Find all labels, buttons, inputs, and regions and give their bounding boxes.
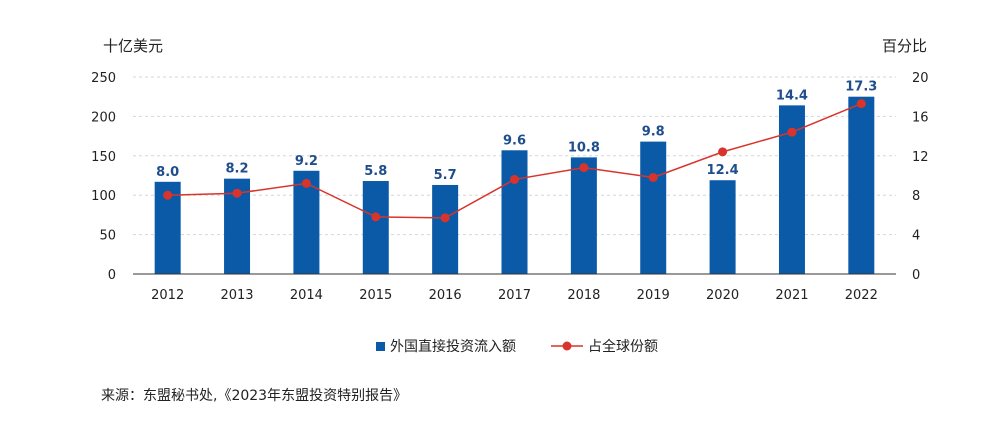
x-tick-2016: 2016: [429, 288, 462, 303]
right-tick-label: 12: [912, 150, 929, 165]
bar-label-2017: 9.6: [503, 133, 526, 148]
bar-2019: [640, 141, 667, 274]
share-point-2019: [648, 172, 658, 182]
x-tick-2012: 2012: [151, 288, 184, 303]
x-tick-2014: 2014: [290, 288, 323, 303]
left-y-ticks: 0 50 100 150 200 250: [91, 71, 116, 283]
bar-labels: 8.0 8.2 9.2 5.8 5.7 9.6 10.8 9.8 12.4 14.4 17.3: [156, 80, 877, 183]
source-note: 来源：东盟秘书处,《2023年东盟投资特别报告》: [101, 388, 408, 404]
x-tick-2022: 2022: [845, 288, 878, 303]
gridlines: [133, 76, 896, 236]
left-tick-label: 150: [91, 150, 116, 165]
left-axis-title: 十亿美元: [103, 37, 163, 55]
legend: 外国直接投资流入额 占全球份额: [376, 338, 658, 355]
left-tick-label: 250: [91, 71, 116, 86]
x-tick-2013: 2013: [220, 288, 253, 303]
x-tick-2019: 2019: [637, 288, 670, 303]
right-tick-label: 20: [912, 71, 929, 86]
left-tick-label: 0: [108, 268, 116, 283]
bar-label-2021: 14.4: [776, 88, 808, 103]
x-tick-2015: 2015: [359, 288, 392, 303]
legend-line-marker: [562, 341, 572, 351]
legend-bar-label: 外国直接投资流入额: [390, 338, 516, 355]
right-tick-label: 4: [912, 229, 920, 244]
bar-label-2012: 8.0: [156, 165, 179, 180]
x-ticks: 2012 2013 2014 2015 2016 2017 2018 2019 2020 2021…: [151, 288, 878, 303]
share-point-2015: [371, 212, 381, 222]
bar-label-2022: 17.3: [845, 80, 877, 95]
left-tick-label: 100: [91, 189, 116, 204]
bar-label-2015: 5.8: [364, 164, 387, 179]
right-tick-label: 16: [912, 110, 929, 125]
bar-2018: [570, 157, 597, 274]
legend-bar-swatch: [376, 342, 385, 351]
share-line-group: [163, 99, 866, 223]
share-point-2014: [301, 178, 311, 188]
right-y-ticks: 0 4 8 12 16 20: [912, 71, 929, 283]
bar-label-2013: 8.2: [226, 162, 249, 177]
legend-line-label: 占全球份额: [588, 338, 658, 355]
bar-label-2020: 12.4: [707, 163, 739, 178]
share-point-2017: [510, 174, 519, 184]
share-point-2013: [232, 188, 242, 198]
share-point-2021: [787, 127, 797, 137]
bar-2015: [362, 181, 389, 274]
x-tick-2021: 2021: [775, 288, 808, 303]
share-point-2018: [579, 163, 589, 173]
share-point-2022: [856, 99, 866, 109]
right-tick-label: 0: [912, 268, 920, 283]
x-tick-2020: 2020: [706, 288, 739, 303]
share-point-2016: [440, 213, 450, 223]
bar-label-2018: 10.8: [568, 140, 600, 155]
x-tick-2018: 2018: [567, 288, 600, 303]
share-point-2020: [718, 147, 728, 157]
bars-group: [154, 96, 875, 274]
x-tick-2017: 2017: [498, 288, 531, 303]
bar-2022: [848, 96, 875, 274]
right-tick-label: 8: [912, 189, 920, 204]
share-point-2012: [163, 190, 173, 200]
left-tick-label: 50: [99, 229, 116, 244]
bar-label-2014: 9.2: [295, 154, 318, 169]
bar-2016: [432, 184, 459, 274]
bar-label-2019: 9.8: [642, 125, 665, 140]
bar-2017: [501, 150, 528, 274]
bar-2020: [709, 180, 736, 274]
bar-label-2016: 5.7: [434, 168, 457, 183]
right-axis-title: 百分比: [882, 37, 927, 55]
left-tick-label: 200: [91, 110, 116, 125]
